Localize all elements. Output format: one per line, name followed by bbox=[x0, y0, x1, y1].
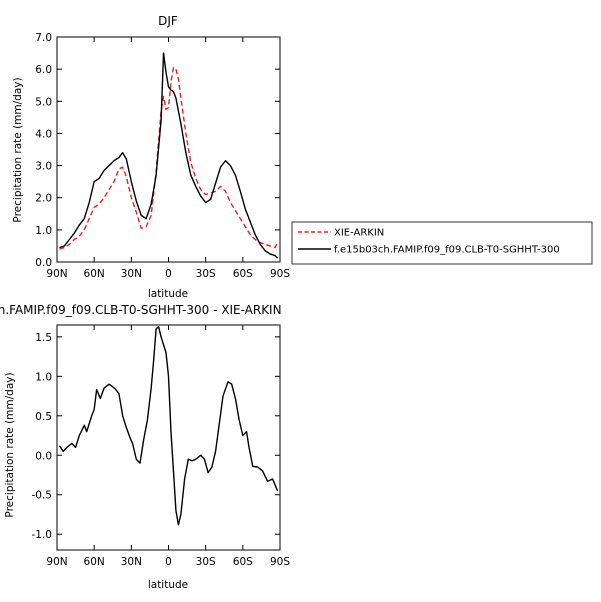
y-tick-label: 4.0 bbox=[35, 128, 52, 140]
x-axis: 90N 60N 30N 0 30S 60S 90S bbox=[46, 325, 290, 568]
series-line-model bbox=[59, 52, 279, 259]
y-tick-label: 7.0 bbox=[35, 32, 52, 44]
y-axis-label: Precipitation rate (mm/day) bbox=[4, 372, 16, 517]
series-line-difference bbox=[58, 325, 279, 526]
y-axis-label: Precipitation rate (mm/day) bbox=[12, 77, 24, 222]
x-tick-label: 30N bbox=[121, 556, 142, 568]
y-tick-label: 5.0 bbox=[35, 96, 52, 108]
y-tick-label: 0.0 bbox=[35, 450, 52, 462]
x-axis-label: latitude bbox=[148, 579, 188, 591]
legend: XIE-ARKIN f.e15b03ch.FAMIP.f09_f09.CLB-T… bbox=[291, 221, 593, 265]
x-tick-label: 30S bbox=[196, 268, 216, 280]
chart-title: f.e15b03ch.FAMIP.f09_f09.CLB-T0-SGHHT-30… bbox=[0, 303, 282, 317]
plot-frame bbox=[56, 324, 281, 551]
x-tick-label: 0 bbox=[165, 268, 172, 280]
chart-title: DJF bbox=[158, 14, 178, 28]
y-tick-label: 1.5 bbox=[35, 332, 52, 344]
legend-box bbox=[291, 221, 593, 265]
x-tick-label: 90S bbox=[270, 556, 290, 568]
legend-label-model: f.e15b03ch.FAMIP.f09_f09.CLB-T0-SGHHT-30… bbox=[334, 245, 560, 256]
y-axis: 0.0 1.0 2.0 3.0 4.0 5.0 6.0 7.0 bbox=[35, 32, 280, 269]
x-tick-label: 0 bbox=[165, 556, 172, 568]
y-tick-label: 1.0 bbox=[35, 371, 52, 383]
series-layer bbox=[58, 325, 279, 526]
x-axis: 90N 60N 30N 0 30S 60S 90S bbox=[46, 37, 290, 280]
legend-label-xie-arkin: XIE-ARKIN bbox=[334, 228, 384, 239]
plot-frame bbox=[56, 36, 281, 263]
y-tick-label: -0.5 bbox=[32, 490, 53, 502]
x-tick-label: 60S bbox=[233, 268, 253, 280]
x-tick-label: 60N bbox=[84, 268, 105, 280]
x-tick-label: 60N bbox=[84, 556, 105, 568]
y-tick-label: 0.0 bbox=[35, 257, 52, 269]
y-tick-label: 1.0 bbox=[35, 225, 52, 237]
series-layer bbox=[59, 52, 279, 259]
y-tick-label: -1.0 bbox=[32, 529, 53, 541]
y-tick-label: 3.0 bbox=[35, 161, 52, 173]
y-tick-label: 0.5 bbox=[35, 411, 52, 423]
x-tick-label: 30N bbox=[121, 268, 142, 280]
y-tick-label: 2.0 bbox=[35, 193, 52, 205]
y-axis: -1.0 -0.5 0.0 0.5 1.0 1.5 bbox=[32, 332, 280, 541]
y-tick-label: 6.0 bbox=[35, 64, 52, 76]
x-axis-label: latitude bbox=[148, 288, 188, 300]
zonal-mean-precipitation-panel: DJF 0.0 1.0 2.0 3.0 4.0 5.0 6.0 7.0 90N 60N 30N 0 3… bbox=[12, 14, 290, 300]
x-tick-label: 90S bbox=[270, 268, 290, 280]
difference-panel: f.e15b03ch.FAMIP.f09_f09.CLB-T0-SGHHT-30… bbox=[0, 303, 290, 591]
x-tick-label: 90N bbox=[46, 556, 67, 568]
x-tick-label: 60S bbox=[233, 556, 253, 568]
x-tick-label: 30S bbox=[196, 556, 216, 568]
series-line-xie-arkin bbox=[59, 66, 279, 250]
x-tick-label: 90N bbox=[46, 268, 67, 280]
